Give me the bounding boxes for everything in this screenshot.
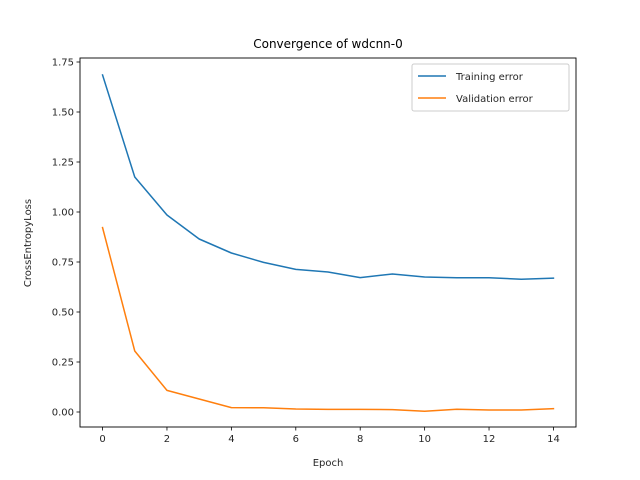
y-tick-label: 1.50 bbox=[52, 108, 74, 119]
y-tick-label: 1.00 bbox=[52, 208, 74, 219]
x-tick-label: 6 bbox=[293, 434, 299, 445]
legend-label-validation: Validation error bbox=[456, 94, 534, 105]
x-tick-label: 4 bbox=[228, 434, 234, 445]
y-tick-label: 0.25 bbox=[52, 358, 74, 369]
legend-label-training: Training error bbox=[455, 72, 524, 83]
y-tick-label: 0.50 bbox=[52, 308, 74, 319]
y-axis-label: CrossEntropyLoss bbox=[23, 199, 34, 287]
series-line-1 bbox=[101, 226, 555, 412]
y-axis: 0.00 0.25 0.50 0.75 1.00 1.25 1.50 1.75 bbox=[52, 58, 80, 419]
y-tick-label: 0.00 bbox=[52, 408, 74, 419]
x-tick-label: 12 bbox=[483, 434, 496, 445]
x-tick-label: 8 bbox=[357, 434, 363, 445]
x-tick-label: 2 bbox=[164, 434, 170, 445]
y-tick-label: 1.25 bbox=[52, 158, 74, 169]
series-line-0 bbox=[101, 74, 555, 280]
x-axis-label: Epoch bbox=[313, 458, 344, 469]
plot-area bbox=[101, 74, 555, 412]
chart-title: Convergence of wdcnn-0 bbox=[253, 37, 403, 51]
legend-box bbox=[411, 63, 570, 112]
y-tick-label: 1.75 bbox=[52, 58, 74, 69]
x-tick-label: 0 bbox=[99, 434, 105, 445]
y-tick-label: 0.75 bbox=[52, 258, 74, 269]
legend: Training error Validation error bbox=[411, 63, 570, 112]
x-axis: 0 2 4 6 8 10 12 14 bbox=[99, 427, 560, 445]
axes-frame bbox=[79, 57, 577, 428]
x-tick-label: 10 bbox=[418, 434, 431, 445]
x-tick-label: 14 bbox=[547, 434, 560, 445]
